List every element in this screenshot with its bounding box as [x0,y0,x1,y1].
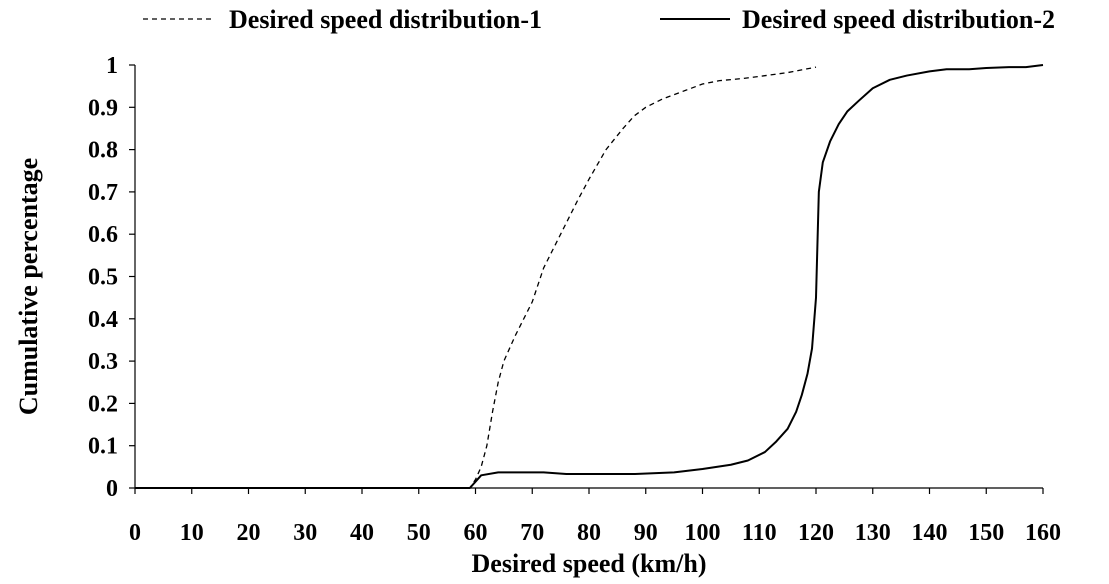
y-tick-label: 0.3 [88,349,118,375]
series-line-1 [135,66,817,489]
y-tick-label: 0 [106,476,118,502]
y-tick-label: 0.5 [88,265,118,291]
x-tick-label: 130 [855,520,891,546]
axes: 00.10.20.30.40.50.60.70.80.910 10 20 30 40 50… [88,53,1061,546]
x-tick-label: 140 [912,520,948,546]
y-tick-label: 0.7 [88,180,118,206]
y-tick-label: 0.2 [88,391,118,417]
x-tick-label: 100 [685,520,721,546]
x-tick-label: 20 [237,520,261,546]
x-tick-label: 0 [129,520,141,546]
y-tick-label: 0.6 [88,222,118,248]
x-tick-label: 40 [350,520,374,546]
y-tick-label: 0.1 [88,434,118,460]
y-tick-label: 0.8 [88,138,118,164]
legend-label-1: Desired speed distribution-1 [229,5,542,34]
x-tick-label: 10 [180,520,204,546]
x-tick-label: 150 [968,520,1004,546]
y-tick-label: 1 [106,53,118,79]
x-tick-label: 30 [293,520,317,546]
x-tick-label: 50 [407,520,431,546]
x-axis-label: Desired speed (km/h) [472,549,707,578]
y-tick-label: 0.4 [88,307,118,333]
x-tick-label: 80 [577,520,601,546]
x-tick-label: 120 [798,520,834,546]
x-tick-label: 60 [464,520,488,546]
x-tick-label: 70 [520,520,544,546]
legend: Desired speed distribution-1 Desired spee… [143,5,1055,34]
legend-label-2: Desired speed distribution-2 [742,5,1055,34]
axis-labels: Desired speed (km/h) Cumulative percentag… [14,158,706,578]
x-tick-label: 160 [1025,520,1061,546]
series-line-2 [135,64,1044,489]
y-tick-label: 0.9 [88,95,118,121]
y-axis-label: Cumulative percentage [14,158,43,415]
x-tick-label: 110 [742,520,777,546]
plot-area [135,64,1044,489]
x-tick-label: 90 [634,520,658,546]
